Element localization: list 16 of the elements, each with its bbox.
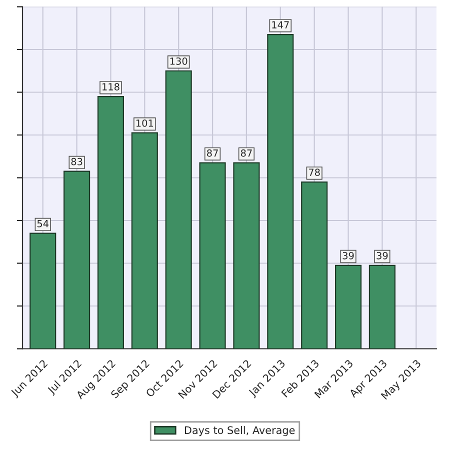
bar — [64, 170, 90, 349]
data-label: 78 — [308, 168, 320, 176]
legend-label: Days to Sell, Average — [184, 426, 295, 436]
data-label: 87 — [240, 149, 252, 157]
data-label: 147 — [272, 21, 289, 28]
bar — [30, 232, 56, 349]
data-label: 54 — [37, 220, 48, 228]
bar — [233, 162, 260, 349]
data-label: 130 — [170, 57, 188, 65]
data-label: 101 — [136, 119, 154, 127]
data-label: 118 — [102, 83, 120, 90]
bar — [199, 162, 226, 349]
data-label: 83 — [71, 158, 82, 166]
data-label: 39 — [376, 252, 388, 260]
data-label: 87 — [207, 149, 218, 157]
data-label: 39 — [342, 252, 354, 260]
